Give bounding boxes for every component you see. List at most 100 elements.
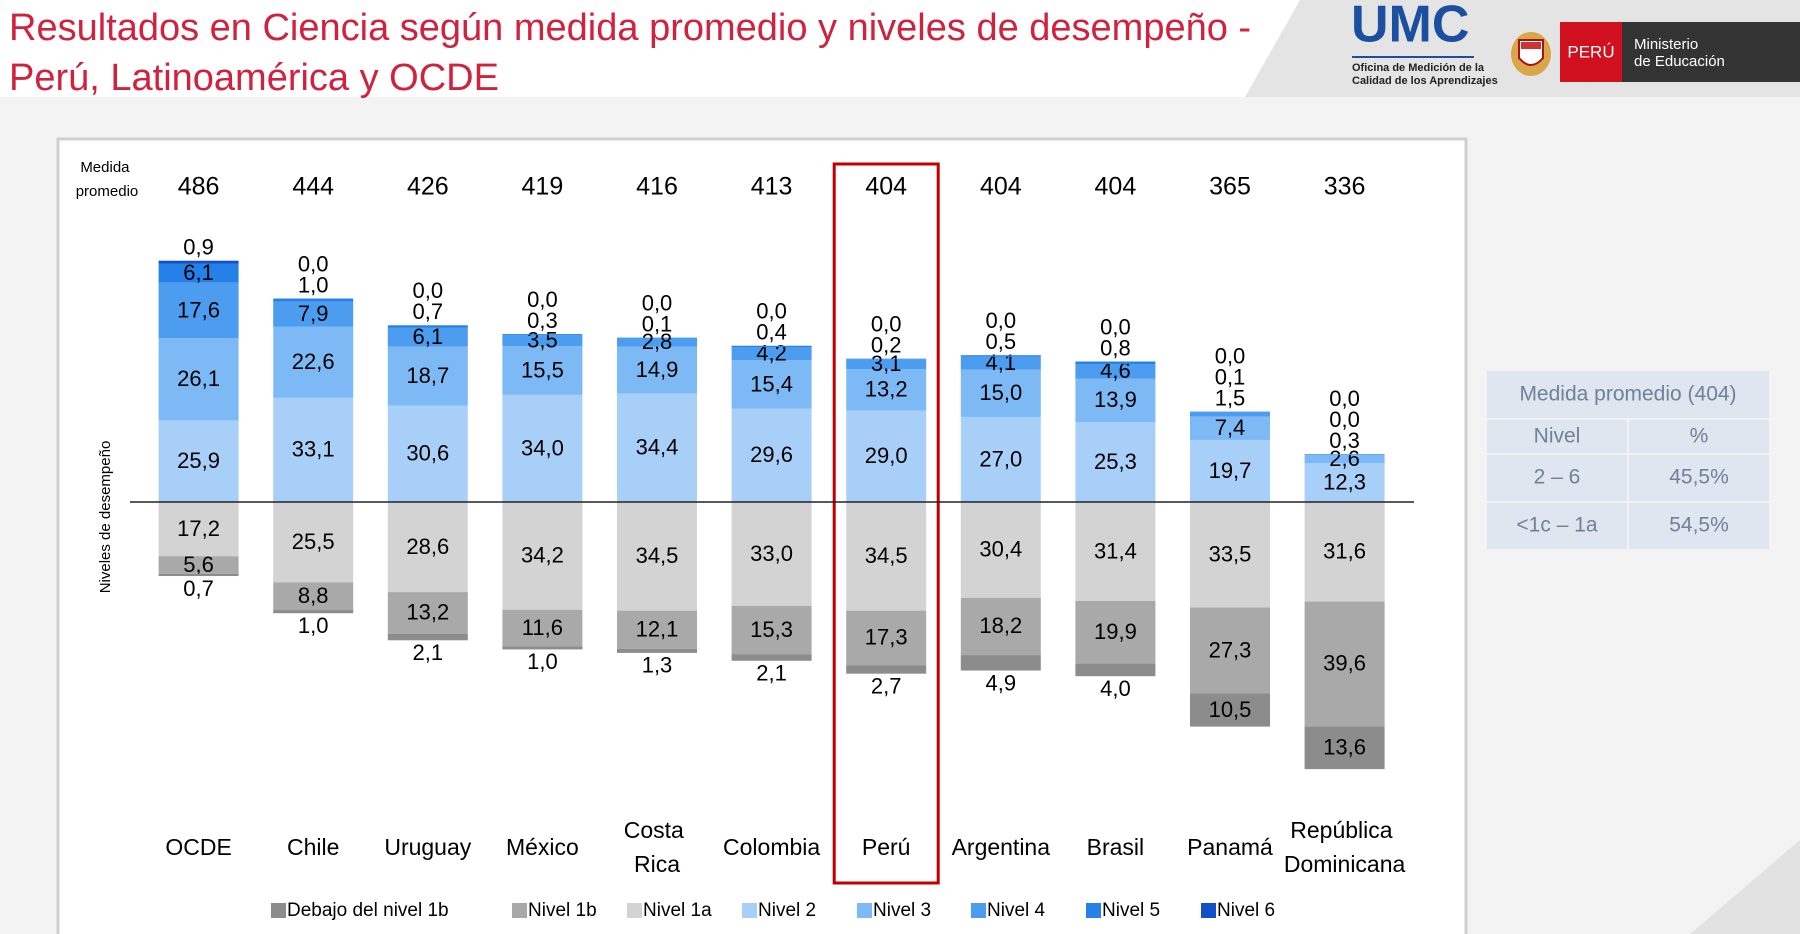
legend-label: Nivel 3 (873, 900, 931, 921)
bar-segment (960, 416, 1041, 502)
bar-segment (502, 335, 583, 347)
x-tick-label: Colombia (723, 834, 820, 860)
bar-segment (1304, 454, 1385, 456)
table-cell (1629, 420, 1769, 453)
bar-segment (387, 325, 468, 328)
data-label: 0,0 (986, 308, 1017, 333)
bar-segment (387, 405, 468, 502)
bar-segment (1190, 416, 1270, 440)
data-label: 4,0 (1100, 676, 1131, 701)
data-label: 1,3 (642, 653, 673, 678)
data-label: 19,9 (1094, 619, 1137, 644)
data-label: 2,1 (756, 661, 787, 686)
data-label: 13,6 (1323, 735, 1366, 760)
chart: Niveles de desempeño Medida promedio 25,9 2… (76, 159, 1414, 921)
bar-segment (502, 334, 583, 336)
legend-swatch (271, 903, 286, 918)
bar-segment (1075, 600, 1156, 664)
data-label: 1,0 (527, 649, 558, 674)
bar-segment (960, 356, 1041, 370)
legend-label: Nivel 1b (528, 900, 597, 921)
bar-segment (387, 592, 468, 634)
table-cell (1487, 503, 1627, 549)
data-label: 0,0 (298, 251, 329, 276)
bar-segment (1304, 455, 1385, 464)
data-label: 0,0 (1329, 386, 1360, 411)
bar-segment (617, 648, 697, 653)
data-label: 0,5 (986, 329, 1017, 354)
table-cell-text: <1c – 1a (1516, 514, 1597, 537)
table-cell (1487, 420, 1627, 453)
mean-value: 444 (292, 173, 334, 201)
legend-label: Nivel 4 (987, 900, 1046, 921)
data-label: 2,6 (1329, 446, 1360, 471)
data-label: 25,9 (177, 448, 220, 473)
logo-sub: Calidad de los Aprendizajes (1352, 75, 1498, 87)
bar-segment (158, 282, 239, 339)
data-label: 11,6 (522, 615, 563, 640)
data-label: 7,9 (298, 301, 329, 326)
bar-segment (158, 556, 239, 574)
ministry-box (1622, 22, 1800, 82)
x-tick-label: México (506, 834, 579, 860)
bar-segment (731, 408, 812, 502)
data-label: 30,6 (406, 441, 449, 466)
x-tick-label: Perú (862, 834, 911, 860)
table-cell (1487, 455, 1627, 501)
bar-segment (960, 369, 1041, 417)
bar-segment (731, 605, 812, 655)
logo: UMC (1351, 0, 1469, 54)
legend-swatch (742, 903, 757, 918)
mean-value: 336 (1324, 173, 1366, 201)
data-label: 13,9 (1094, 387, 1137, 412)
data-label: 0,9 (183, 235, 214, 260)
data-label: 30,4 (979, 537, 1022, 562)
bar-segment (387, 502, 468, 593)
data-label: 33,0 (750, 541, 793, 566)
bar-segment (1190, 693, 1270, 727)
bar-segment (1304, 502, 1385, 602)
data-label: 0,7 (183, 576, 214, 601)
legend-label: Nivel 5 (1102, 900, 1160, 921)
table-header: % (1690, 425, 1709, 448)
mean-value: 365 (1209, 173, 1251, 201)
bar-segment (273, 301, 354, 327)
bar-segment (1075, 502, 1156, 601)
bar-segment (502, 502, 583, 610)
bar-segment (1304, 726, 1385, 770)
x-tick-label: República Dominicana (1284, 817, 1406, 877)
legend-swatch (971, 903, 986, 918)
mean-value: 486 (178, 173, 220, 201)
mean-value: 404 (865, 173, 907, 201)
data-label: 4,2 (756, 340, 787, 365)
bar-segment (387, 633, 468, 641)
bar-segment (846, 610, 927, 666)
table-cell (1629, 455, 1769, 501)
data-label: 2,8 (642, 329, 673, 354)
bar-segment (846, 369, 927, 411)
legend-swatch (512, 903, 527, 918)
data-label: 31,6 (1323, 539, 1366, 564)
ministry: Ministerio (1634, 36, 1698, 53)
data-label: 0,0 (1100, 314, 1131, 339)
legend-label: Nivel 2 (758, 900, 816, 921)
data-label: 29,6 (750, 442, 793, 467)
data-label: 34,5 (636, 543, 679, 568)
data-label: 0,1 (1215, 364, 1246, 389)
mean-value: 404 (980, 173, 1022, 201)
data-label: 0,3 (527, 308, 558, 333)
data-label: 14,9 (636, 357, 679, 382)
data-label: 34,4 (636, 435, 679, 460)
data-label: 28,6 (406, 534, 449, 559)
x-tick-label: Chile (287, 834, 339, 860)
data-label: 15,0 (979, 380, 1022, 405)
data-label: 18,7 (406, 363, 449, 388)
data-label: 27,0 (979, 446, 1022, 471)
bar-segment (1190, 502, 1270, 608)
data-label: 8,8 (298, 583, 329, 608)
data-label: 25,3 (1094, 449, 1137, 474)
bar-segment (387, 346, 468, 406)
data-label: 29,0 (865, 443, 908, 468)
data-label: 0,0 (756, 299, 787, 324)
bar-segment (273, 502, 354, 583)
